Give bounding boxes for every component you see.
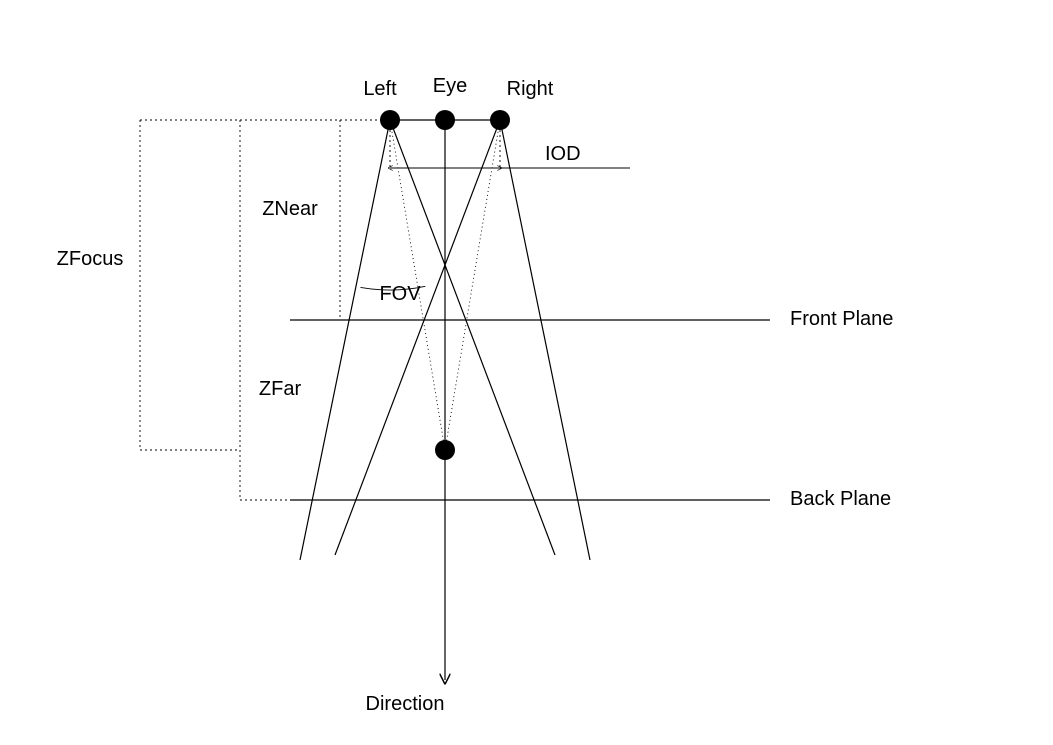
right-eye-to-focus <box>445 120 500 450</box>
right-frustum-right-edge <box>500 120 590 560</box>
left-eye-dot <box>380 110 400 130</box>
zfar-bracket <box>240 120 340 500</box>
right-frustum-left-edge <box>335 120 500 555</box>
znear-label: ZNear <box>262 198 318 220</box>
direction-label: Direction <box>366 693 445 715</box>
zfocus-bracket <box>140 120 240 450</box>
right-eye-dot <box>490 110 510 130</box>
left-frustum-left-edge <box>300 120 390 560</box>
front_plane-label: Front Plane <box>790 308 893 330</box>
focus-point-dot <box>435 440 455 460</box>
back_plane-label: Back Plane <box>790 488 891 510</box>
center-eye-dot <box>435 110 455 130</box>
eye-label: Eye <box>433 75 467 97</box>
zfocus-label: ZFocus <box>57 248 124 270</box>
zfar-label: ZFar <box>259 378 302 400</box>
iod-label: IOD <box>545 143 581 165</box>
stereo-camera-diagram: Left Eye Right IOD ZNear ZFocus FOV Front Plane… <box>0 0 1053 745</box>
right-label: Right <box>507 78 554 100</box>
fov-label: FOV <box>379 283 421 305</box>
left-label: Left <box>363 78 397 100</box>
left-frustum-right-edge <box>390 120 555 555</box>
